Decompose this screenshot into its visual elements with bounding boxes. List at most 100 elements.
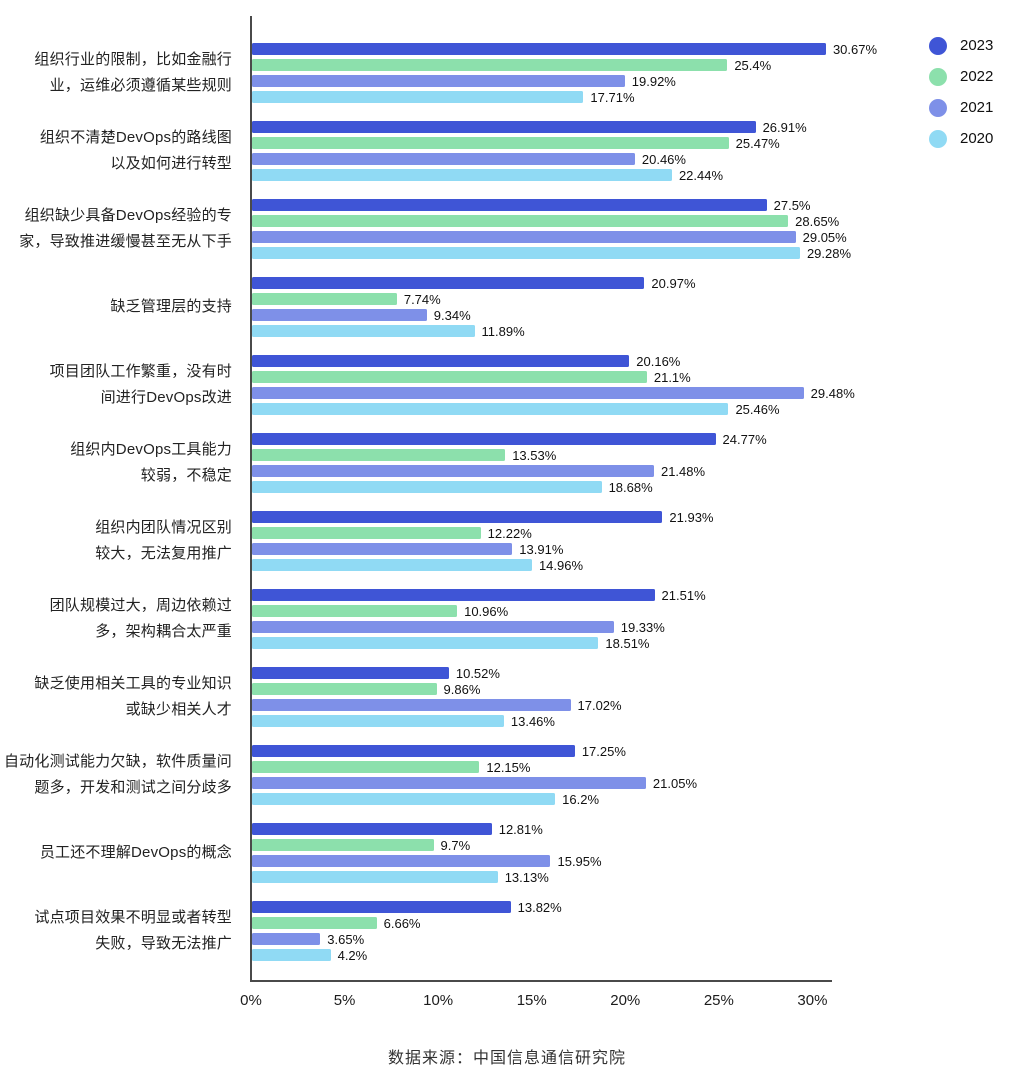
bar-value-label: 11.89% xyxy=(481,323,525,339)
x-tick-label: 0% xyxy=(240,992,262,1009)
bar-group: 组织不清楚DevOps的路线图 以及如何进行转型 26.91% 25.47% 20.4… xyxy=(0,112,1014,190)
bar-stack: 26.91% 25.47% 20.46% 22.44% xyxy=(252,120,1014,183)
bar-value-label: 13.91% xyxy=(519,541,564,557)
bar-row-2022: 12.15% xyxy=(252,760,1014,775)
legend-label: 2021 xyxy=(960,99,994,116)
bar-row-2022: 28.65% xyxy=(252,213,1014,229)
bar-value-label: 18.51% xyxy=(605,635,650,651)
x-tick-label: 30% xyxy=(797,992,828,1009)
bar-row-2021: 20.46% xyxy=(252,152,1014,167)
bar-group: 项目团队工作繁重，没有时 间进行DevOps改进 20.16% 21.1% 29.48… xyxy=(0,346,1014,424)
bar-stack: 24.77% 13.53% 21.48% 18.68% xyxy=(252,431,1014,495)
bar-value-label: 13.13% xyxy=(504,869,549,885)
bar-value-label: 21.93% xyxy=(669,509,714,525)
bar-row-2020: 17.71% xyxy=(252,90,1014,105)
bar-row-2022: 25.47% xyxy=(252,135,1014,151)
category-label: 项目团队工作繁重，没有时 间进行DevOps改进 xyxy=(49,363,232,406)
bar-2022 xyxy=(252,838,434,852)
bar-row-2021: 19.33% xyxy=(252,620,1014,635)
bar-row-2022: 6.66% xyxy=(252,915,1014,931)
bar-row-2020: 16.2% xyxy=(252,792,1014,807)
bar-row-2021: 29.05% xyxy=(252,229,1014,245)
bar-value-label: 29.05% xyxy=(802,229,847,245)
bar-2022 xyxy=(252,136,729,150)
bar-value-label: 19.92% xyxy=(631,73,676,89)
bar-value-label: 12.81% xyxy=(498,821,543,837)
bar-row-2021: 29.48% xyxy=(252,386,1014,401)
bar-2023 xyxy=(252,198,767,212)
bar-row-2023: 24.77% xyxy=(252,431,1014,447)
bar-2020 xyxy=(252,792,556,806)
bar-value-label: 30.67% xyxy=(832,41,878,57)
bar-2022 xyxy=(252,214,789,228)
x-tick-label: 25% xyxy=(703,992,734,1009)
bar-2023 xyxy=(252,822,492,836)
bar-row-2022: 12.22% xyxy=(252,525,1014,541)
bar-group: 组织缺少具备DevOps经验的专 家，导致推进缓慢甚至无从下手 27.5% 28.6… xyxy=(0,190,1014,268)
bar-2020 xyxy=(252,636,599,650)
bar-row-2020: 13.46% xyxy=(252,714,1014,729)
legend-label: 2020 xyxy=(960,130,994,147)
bar-group: 组织行业的限制，比如金融行 业，运维必须遵循某些规则 30.67% 25.4% 19.… xyxy=(0,34,1014,112)
bar-row-2020: 13.13% xyxy=(252,869,1014,885)
bar-2020 xyxy=(252,168,672,182)
bar-row-2022: 25.4% xyxy=(252,58,1014,73)
bar-value-label: 17.02% xyxy=(577,697,622,713)
bar-value-label: 24.77% xyxy=(722,431,767,447)
bar-row-2021: 3.65% xyxy=(252,932,1014,947)
bar-row-2021: 21.05% xyxy=(252,775,1014,791)
bar-stack: 30.67% 25.4% 19.92% 17.71% xyxy=(252,41,1014,105)
bar-value-label: 20.16% xyxy=(636,353,681,369)
bar-2021 xyxy=(252,776,646,790)
bar-2021 xyxy=(252,620,614,634)
x-axis: 0% 5% 10% 15% 20% 25% 30% xyxy=(0,992,1014,1012)
legend-item-2020: 2020 xyxy=(929,129,993,148)
bar-group: 组织内团队情况区别 较大，无法复用推广 21.93% 12.22% 13.91% 14.… xyxy=(0,502,1014,580)
bar-value-label: 6.66% xyxy=(383,915,421,931)
bar-2020 xyxy=(252,246,800,260)
bar-value-label: 21.05% xyxy=(652,775,698,791)
bar-row-2020: 29.28% xyxy=(252,246,1014,261)
bar-value-label: 14.96% xyxy=(538,557,584,573)
category-label: 团队规模过大，周边依赖过 多，架构耦合太严重 xyxy=(49,597,232,640)
bar-2020 xyxy=(252,714,504,728)
bar-row-2023: 21.93% xyxy=(252,509,1014,525)
bar-value-label: 20.97% xyxy=(651,275,696,291)
legend-item-2023: 2023 xyxy=(929,36,993,55)
bar-2020 xyxy=(252,480,602,494)
x-tick-label: 5% xyxy=(333,992,356,1009)
bar-2021 xyxy=(252,308,427,322)
bar-groups: 组织行业的限制，比如金融行 业，运维必须遵循某些规则 30.67% 25.4% 19.… xyxy=(0,20,1014,970)
legend-color-dot xyxy=(929,67,947,86)
bar-value-label: 28.65% xyxy=(795,213,840,229)
bar-stack: 17.25% 12.15% 21.05% 16.2% xyxy=(252,744,1014,807)
bar-value-label: 15.95% xyxy=(557,853,602,869)
bar-2021 xyxy=(252,230,796,244)
bar-value-label: 18.68% xyxy=(608,479,653,495)
bar-stack: 20.16% 21.1% 29.48% 25.46% xyxy=(252,353,1014,417)
legend-color-dot xyxy=(929,98,947,117)
bar-row-2023: 27.5% xyxy=(252,198,1014,213)
bar-value-label: 12.22% xyxy=(487,525,532,541)
bar-group: 团队规模过大，周边依赖过 多，架构耦合太严重 21.51% 10.96% 19.33%… xyxy=(0,580,1014,658)
category-label: 自动化测试能力欠缺，软件质量问 题多，开发和测试之间分歧多 xyxy=(3,753,232,796)
bar-row-2022: 10.96% xyxy=(252,604,1014,619)
bar-2021 xyxy=(252,152,635,166)
category-label: 组织缺少具备DevOps经验的专 家，导致推进缓慢甚至无从下手 xyxy=(19,207,232,250)
category-label: 组织不清楚DevOps的路线图 以及如何进行转型 xyxy=(39,129,232,172)
x-tick-label: 15% xyxy=(516,992,547,1009)
bar-stack: 10.52% 9.86% 17.02% 13.46% xyxy=(252,666,1014,729)
bar-row-2023: 21.51% xyxy=(252,588,1014,603)
axis-frame xyxy=(250,16,832,982)
bar-row-2020: 25.46% xyxy=(252,402,1014,417)
bar-row-2022: 21.1% xyxy=(252,370,1014,385)
bar-value-label: 21.48% xyxy=(660,463,706,479)
category-label: 组织内团队情况区别 较大，无法复用推广 xyxy=(95,519,232,562)
bar-2021 xyxy=(252,74,625,88)
bar-value-label: 22.44% xyxy=(678,167,724,183)
bar-value-label: 25.47% xyxy=(735,135,780,151)
bar-row-2023: 30.67% xyxy=(252,41,1014,57)
bar-value-label: 9.7% xyxy=(440,837,471,853)
data-source-note: 数据来源：中国信息通信研究院 xyxy=(387,1050,626,1067)
bar-2022 xyxy=(252,916,377,930)
